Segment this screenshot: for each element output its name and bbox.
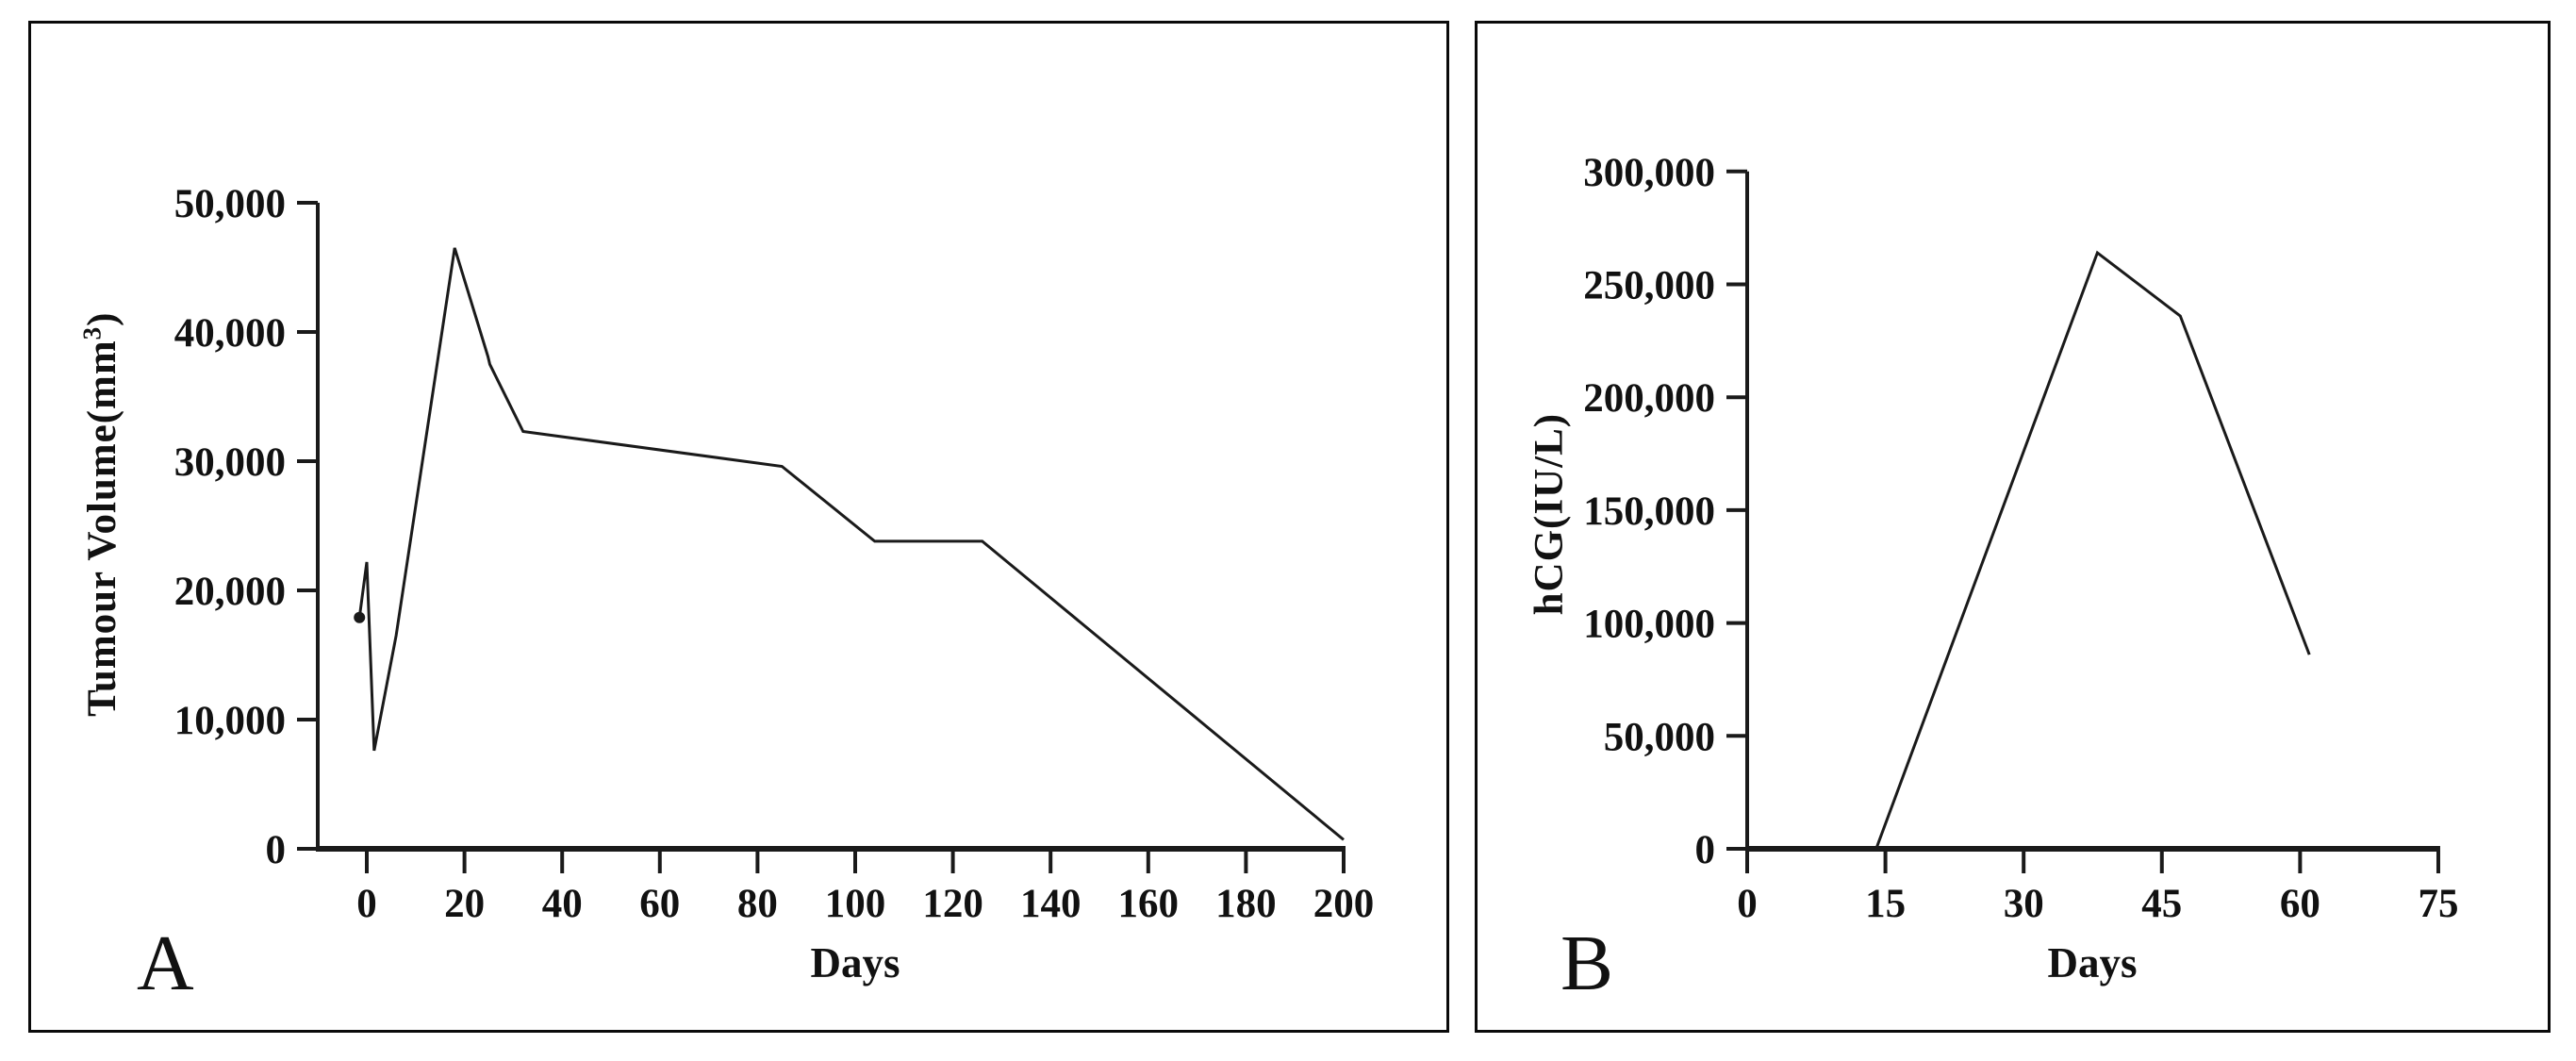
series-line-tumour-volume: [357, 247, 1345, 841]
x-axis-title-a: Days: [810, 939, 900, 986]
x-tick-label-A: 140: [1020, 882, 1082, 926]
x-tick-label-B: 0: [1737, 882, 1758, 926]
x-tick-label-B: 75: [2418, 882, 2458, 926]
chart-canvas-b: 0 15 30 45 60 75 0 50,000 100,000 150,000 200,000 2…: [1583, 151, 2458, 926]
x-tick-label-B: 15: [1865, 882, 1906, 926]
panel-letter-b: B: [1560, 920, 1614, 1007]
series-start-marker: [354, 611, 366, 623]
figure-panel-a: 0 20 40 60 80 100 120 140 160 180 200 0 10,000 20,000…: [28, 21, 1449, 1033]
y-tick-label-A: 40,000: [174, 311, 286, 356]
x-tick-label-A: 60: [639, 882, 680, 926]
y-tick-label-B: 250,000: [1583, 264, 1715, 308]
y-tick-label-A: 0: [266, 828, 287, 872]
y-tick-label-B: 100,000: [1583, 603, 1715, 647]
y-tick-label-B: 200,000: [1583, 376, 1715, 421]
y-tick-label-A: 30,000: [174, 440, 286, 485]
x-tick-label-A: 100: [825, 882, 886, 926]
x-tick-label-B: 45: [2141, 882, 2182, 926]
x-tick-label-A: 40: [542, 882, 583, 926]
x-tick-label-B: 60: [2280, 882, 2320, 926]
x-tick-label-A: 80: [737, 882, 778, 926]
y-tick-label-B: 300,000: [1583, 151, 1715, 195]
y-tick-label-A: 20,000: [174, 570, 286, 614]
x-tick-label-A: 160: [1118, 882, 1180, 926]
panel-letter-a: A: [137, 920, 194, 1007]
y-tick-label-A: 50,000: [174, 182, 286, 226]
x-tick-label-A: 0: [356, 882, 377, 926]
series-line-hcg: [1874, 250, 2311, 850]
x-axis-title-b: Days: [2047, 939, 2138, 986]
y-tick-label-B: 50,000: [1604, 715, 1715, 759]
x-tick-label-B: 30: [2004, 882, 2044, 926]
y-tick-label-B: 150,000: [1583, 489, 1715, 534]
x-tick-label-A: 120: [922, 882, 983, 926]
x-tick-label-A: 200: [1313, 882, 1375, 926]
figure-panel-b: 0 15 30 45 60 75 0 50,000 100,000 150,000 200,000 2…: [1475, 21, 2551, 1033]
y-tick-label-A: 10,000: [174, 699, 286, 743]
x-tick-label-A: 20: [444, 882, 485, 926]
y-tick-label-B: 0: [1695, 828, 1716, 872]
x-tick-label-A: 180: [1215, 882, 1277, 926]
chart-canvas-a: 0 20 40 60 80 100 120 140 160 180 200 0 10,000 20,000…: [174, 182, 1375, 926]
